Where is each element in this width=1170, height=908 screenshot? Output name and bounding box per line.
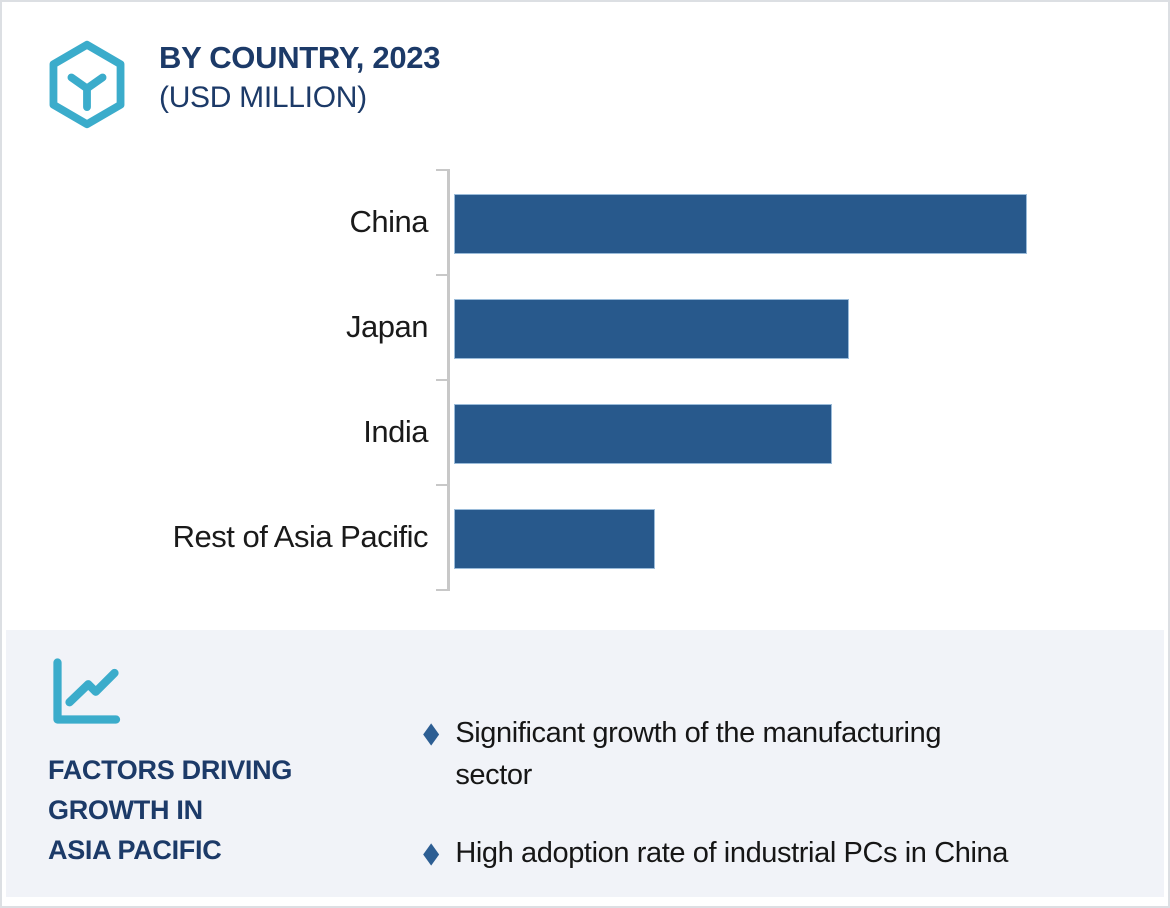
factors-heading-line2: GROWTH IN (48, 795, 203, 825)
axis-tick (436, 274, 448, 276)
bullet-text: Significant growth of the manufacturing … (455, 717, 942, 791)
chart-title-block: BY COUNTRY, 2023 (USD MILLION) (159, 38, 441, 118)
axis-tick (436, 169, 448, 171)
bullet-text: High adoption rate of industrial PCs in … (455, 837, 1008, 869)
category-label-japan: Japan (346, 309, 428, 344)
bar-rest-of-asia-pacific (454, 509, 655, 569)
bar-india (454, 404, 832, 464)
chart-subtitle: (USD MILLION) (159, 81, 367, 114)
category-label-india: India (363, 414, 428, 449)
bar-row-india: India (2, 379, 1168, 484)
y-axis-line (447, 169, 450, 591)
axis-tick (436, 379, 448, 381)
bar-row-china: China (2, 169, 1168, 274)
factors-heading-line1: FACTORS DRIVING (48, 755, 293, 785)
category-label-rest-of-asia-pacific: Rest of Asia Pacific (172, 519, 429, 554)
trend-chart-icon (53, 658, 121, 724)
axis-tick (436, 484, 448, 486)
chart-title: BY COUNTRY, 2023 (159, 40, 441, 75)
diamond-bullet-icon: ◆ (423, 717, 440, 749)
diamond-bullet-icon: ◆ (423, 837, 440, 869)
bullet-item: ◆ High adoption rate of industrial PCs i… (420, 832, 1160, 874)
axis-tick (436, 589, 448, 591)
factors-heading-line3: ASIA PACIFIC (48, 835, 222, 865)
bar-row-japan: Japan (2, 274, 1168, 379)
bar-china (454, 194, 1027, 254)
factors-bullet-list: ◆ Significant growth of the manufacturin… (420, 712, 1160, 906)
bar-row-rest-of-asia-pacific: Rest of Asia Pacific (2, 484, 1168, 589)
category-label-china: China (349, 204, 429, 239)
factors-panel: FACTORS DRIVING GROWTH IN ASIA PACIFIC ◆… (6, 630, 1164, 897)
bar-japan (454, 299, 849, 359)
factors-heading: FACTORS DRIVING GROWTH IN ASIA PACIFIC (48, 750, 292, 870)
bullet-item: ◆ Significant growth of the manufacturin… (420, 712, 1160, 796)
bar-chart: China Japan India Rest of Asia Pacific (2, 157, 1168, 627)
hexagon-cube-icon (49, 40, 125, 129)
